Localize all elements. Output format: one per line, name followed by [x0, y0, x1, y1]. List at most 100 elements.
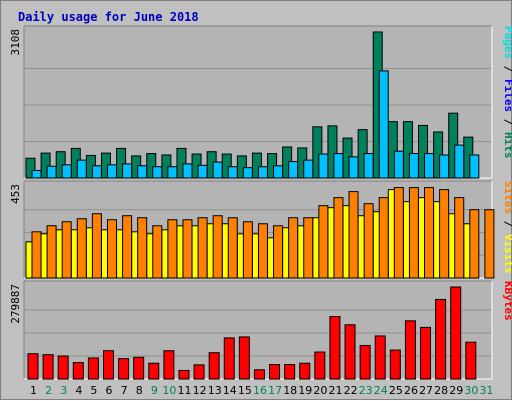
x-tick-label-day-21: 21 — [328, 384, 342, 397]
bar-files-day-27 — [424, 153, 435, 179]
x-tick-label-day-18: 18 — [283, 384, 297, 397]
bar-sites-day-14 — [227, 217, 238, 279]
bar-files-day-23 — [363, 153, 374, 179]
bar-kbytes-day-6 — [102, 350, 114, 380]
bar-sites-day-23 — [363, 203, 374, 279]
bar-files-day-2 — [46, 165, 57, 179]
bar-sites-day-9 — [152, 225, 163, 279]
x-tick-label-day-25: 25 — [389, 384, 403, 397]
bar-kbytes-day-24 — [374, 335, 386, 380]
bar-files-day-7 — [122, 163, 133, 179]
x-tick-label-day-4: 4 — [75, 384, 82, 397]
bar-kbytes-day-4 — [72, 362, 84, 380]
bar-sites-day-29 — [454, 197, 465, 279]
bar-sites-day-15 — [242, 221, 253, 279]
bar-sites-day-17 — [273, 225, 284, 279]
bar-kbytes-day-23 — [359, 344, 371, 380]
bar-files-day-22 — [348, 156, 359, 179]
x-tick-label-day-17: 17 — [268, 384, 282, 397]
bar-files-day-20 — [318, 153, 329, 179]
bar-files-day-8 — [137, 165, 148, 179]
bar-sites-day-7 — [122, 215, 133, 279]
bar-files-day-10 — [167, 166, 178, 179]
bar-kbytes-day-3 — [57, 355, 69, 380]
bar-kbytes-day-20 — [314, 351, 326, 380]
legend-item: Sites — [502, 181, 512, 214]
bar-hits-day-26 — [402, 121, 413, 179]
x-tick-label-day-10: 10 — [162, 384, 176, 397]
bar-sites-day-12 — [197, 217, 208, 279]
bar-files-day-14 — [227, 166, 238, 179]
bar-kbytes-day-2 — [42, 354, 54, 380]
legend-item: Hits — [502, 132, 512, 159]
bar-sites-day-8 — [137, 217, 148, 279]
bar-kbytes-day-18 — [284, 364, 296, 380]
bar-sites-day-1 — [31, 231, 42, 279]
bar-files-day-19 — [303, 159, 314, 179]
bar-files-day-4 — [76, 159, 87, 179]
bar-files-day-9 — [152, 166, 163, 179]
bar-kbytes-day-16 — [253, 369, 265, 380]
bar-sites-day-25 — [393, 187, 404, 279]
bar-sites-day-16 — [257, 223, 268, 279]
bar-kbytes-day-21 — [329, 316, 341, 380]
x-tick-label-day-23: 23 — [359, 384, 373, 397]
bar-hits-day-1 — [25, 157, 36, 179]
legend-hits-files-pages: Pages / Files / Hits — [502, 26, 512, 159]
legend-item: / — [502, 59, 512, 79]
bar-hits-day-27 — [418, 124, 429, 179]
x-tick-label-day-12: 12 — [193, 384, 207, 397]
bar-kbytes-day-13 — [208, 352, 220, 380]
bar-kbytes-day-30 — [465, 341, 477, 380]
max-label-hits-files-pages: 3108 — [9, 29, 22, 56]
bar-kbytes-day-1 — [27, 353, 39, 380]
bar-files-day-21 — [333, 153, 344, 179]
bar-kbytes-day-7 — [118, 358, 130, 380]
bar-files-day-11 — [182, 163, 193, 179]
bar-kbytes-day-17 — [269, 364, 281, 380]
x-tick-label-day-14: 14 — [223, 384, 237, 397]
legend-item: Files — [502, 79, 512, 112]
bar-sites-day-18 — [288, 217, 299, 279]
x-tick-label-day-15: 15 — [238, 384, 252, 397]
bar-sites-day-13 — [212, 215, 223, 279]
bar-kbytes-day-19 — [299, 362, 311, 380]
x-tick-label-day-31: 31 — [479, 384, 493, 397]
bar-sites-day-6 — [106, 219, 117, 279]
bar-files-day-6 — [106, 164, 117, 179]
bar-kbytes-day-8 — [133, 356, 145, 380]
bar-kbytes-day-29 — [450, 286, 462, 380]
bar-hits-day-16 — [251, 152, 262, 179]
bar-sites-day-2 — [46, 225, 57, 279]
max-label-visits-sites: 453 — [9, 184, 22, 204]
x-tick-label-day-19: 19 — [298, 384, 312, 397]
bar-kbytes-day-22 — [344, 324, 356, 380]
bar-sites-day-24 — [378, 197, 389, 279]
bar-sites-day-10 — [167, 219, 178, 279]
bar-files-day-26 — [408, 153, 419, 179]
bar-sites-day-27 — [424, 187, 435, 279]
x-tick-label-day-6: 6 — [106, 384, 113, 397]
x-tick-label-day-20: 20 — [313, 384, 327, 397]
bar-sites-day-4 — [76, 218, 87, 279]
legend-kbytes: KBytes — [502, 281, 512, 321]
x-tick-label-day-3: 3 — [60, 384, 67, 397]
bar-kbytes-day-10 — [163, 350, 175, 380]
bar-sites-day-22 — [348, 191, 359, 279]
x-tick-label-day-28: 28 — [434, 384, 448, 397]
legend-item: Visits — [502, 234, 512, 274]
bar-sites-day-19 — [303, 217, 314, 279]
legend-item: / — [502, 214, 512, 234]
chart-title: Daily usage for June 2018 — [18, 10, 199, 24]
bar-files-day-29 — [454, 144, 465, 179]
x-tick-label-day-26: 26 — [404, 384, 418, 397]
bar-sites-day-26 — [408, 187, 419, 279]
bar-sites-day-31 — [484, 209, 495, 279]
bar-sites-day-3 — [61, 221, 72, 279]
bar-kbytes-day-25 — [389, 349, 401, 380]
bar-files-day-24 — [378, 70, 389, 179]
bar-files-day-30 — [469, 154, 480, 179]
bar-kbytes-day-12 — [193, 364, 205, 380]
bar-files-day-1 — [31, 169, 42, 179]
bar-sites-day-28 — [439, 189, 450, 279]
